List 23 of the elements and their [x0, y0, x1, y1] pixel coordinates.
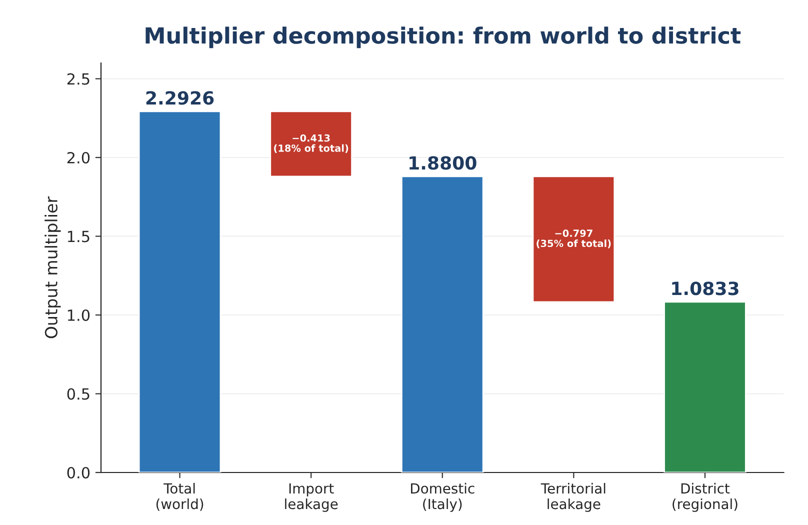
chart-title: Multiplier decomposition: from world to district [146, 26, 741, 48]
data-label: 1.0833 [672, 282, 738, 296]
x-tick-label: Territorial leakage [540, 482, 606, 512]
x-tick-label: Import leakage [285, 483, 338, 512]
bar [664, 301, 746, 472]
x-tick-label: Domestic (Italy) [411, 482, 474, 512]
bar [138, 110, 222, 472]
bar [270, 110, 352, 178]
bar [400, 176, 484, 472]
y-tick-label: 0.0 [67, 466, 90, 479]
data-label: 2.2926 [146, 91, 214, 105]
x-tick-label: Total (world) [156, 482, 204, 511]
y-tick-label: 1.0 [68, 309, 90, 322]
x-tick-label: District (regional) [672, 482, 738, 512]
y-tick-label: 1.5 [68, 230, 90, 242]
data-label: −0.413 (18% of total) [274, 134, 348, 153]
y-tick-label: 2.5 [67, 73, 90, 85]
y-tick-label: 2.0 [67, 152, 90, 164]
data-label: −0.797 (35% of total) [536, 230, 611, 248]
y-axis-title: Output multiplier [44, 196, 61, 338]
bar [532, 176, 616, 303]
y-tick-label: 0.5 [67, 388, 90, 400]
data-label: 1.8800 [410, 156, 476, 170]
